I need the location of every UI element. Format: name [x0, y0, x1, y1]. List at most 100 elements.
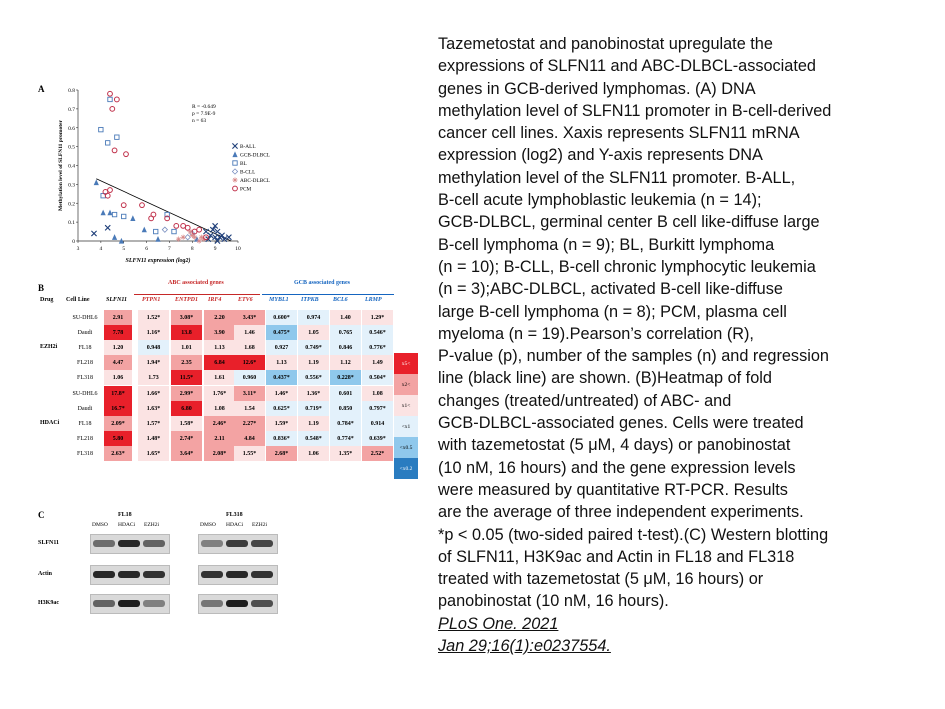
heatmap-cell: 0.504* [362, 370, 393, 385]
scatter-point [164, 211, 170, 218]
heatmap-cell: 2.63* [104, 446, 132, 461]
drug-label: EZH2i [40, 344, 58, 350]
heatmap-cell: 0.914 [362, 416, 393, 431]
heatmap-cell: 1.13 [266, 355, 297, 370]
scatter-point [148, 215, 155, 222]
legend-swatch: x2< [394, 374, 418, 395]
heatmap-cell: 0.927 [266, 340, 297, 355]
y-axis-label: Methylation level of SLFN11 promoter [58, 119, 64, 210]
figure-caption: Tazemetostat and panobinostat upregulate… [438, 33, 930, 657]
scatter-point [191, 234, 198, 240]
blot-label: SLFN11 [38, 540, 60, 546]
x-tick-label: 3 [77, 246, 80, 252]
blot-band [226, 540, 248, 547]
heatmap-cell: 1.16* [138, 325, 169, 340]
heatmap-cell: 0.960 [234, 370, 265, 385]
legend-label: B-CLL [240, 170, 255, 176]
heatmap-cell: 13.8 [171, 325, 202, 340]
scatter-point [111, 211, 118, 218]
heatmap-cell: 0.228* [330, 370, 361, 385]
figure-panels: A 3 4 5 6 7 8 9 10 0 0.1 0.2 0.3 0.4 0.5 0.6 0.7 0.8 SLFN… [0, 0, 430, 709]
caption-line: line (black line) are shown. (B)Heatmap … [438, 369, 772, 388]
heatmap-cell: 3.90 [204, 325, 235, 340]
heatmap-cell: 1.08 [362, 386, 393, 401]
caption-line: treated with tazemetostat (5 μM, 16 hour… [438, 570, 764, 589]
caption-line: B-cell acute lymphoblastic leukemia (n =… [438, 191, 762, 210]
heatmap-cell: 0.774* [330, 431, 361, 446]
blot-label: H3K9ac [38, 600, 59, 606]
western-blot: FL18 DMSO HDACi EZH2i FL318 DMSO HDACi EZH2i SLF… [38, 510, 278, 625]
legend-swatch: <x0.2 [394, 458, 418, 479]
x-tick-label: 9 [214, 246, 217, 252]
heatmap-cell: 3.64* [171, 446, 202, 461]
scatter-point [121, 213, 127, 220]
scatter-point [231, 168, 239, 175]
scatter-point [111, 234, 118, 240]
scatter-point [189, 232, 195, 238]
caption-line: P-value (p), number of the samples (n) a… [438, 347, 829, 366]
cell-line-header: FL18 [118, 512, 132, 518]
heatmap-cell: 1.76* [204, 386, 235, 401]
scatter-point [203, 234, 209, 241]
caption-line: expressions of SLFN11 and ABC-DLBCL-asso… [438, 57, 816, 76]
heatmap-cell: 1.13 [204, 340, 235, 355]
scatter-point [232, 177, 238, 183]
scatter-point [173, 223, 180, 229]
heatmap-cell: 1.57* [138, 416, 169, 431]
scatter-plot: 3 4 5 6 7 8 9 10 0 0.1 0.2 0.3 0.4 0.5 0.6 0.7 0.8 SLFN11… [58, 88, 270, 264]
panel-b-letter: B [38, 283, 45, 293]
scatter-point [180, 223, 187, 229]
heatmap-cell: 1.66* [138, 386, 169, 401]
heatmap-cell: 1.61 [204, 370, 235, 385]
scatter-point [232, 185, 238, 192]
caption-line: B-cell lymphoma (n = 9); BL, Burkitt lym… [438, 235, 775, 254]
blot-band [201, 571, 223, 578]
heatmap-cell: 0.475* [266, 325, 297, 340]
gene-header: ENTPD1 [175, 297, 198, 303]
scatter-point [203, 228, 209, 235]
scatter-point [104, 192, 111, 199]
caption-line: expression (log2) and Y-axis represents … [438, 146, 763, 165]
heatmap-cell: 0.765 [330, 325, 361, 340]
caption-line: with tazemetostat (5 μM, 4 days) or pano… [438, 436, 791, 455]
heatmap-cell: 1.54 [234, 401, 265, 416]
cell-line-label: Daudi [77, 329, 93, 336]
y-tick-label: 0.4 [68, 164, 75, 170]
blot-label: Actin [38, 571, 52, 577]
heatmap-cell: 2.11 [204, 431, 235, 446]
citation-link[interactable]: PLoS One. 2021 Jan 29;16(1):e0237554. [438, 615, 611, 655]
gene-header: MYBL1 [269, 297, 289, 303]
blot-band [93, 600, 115, 607]
heatmap-cell: 1.94* [138, 355, 169, 370]
scatter-point [118, 237, 125, 244]
heatmap-cell: 4.84 [234, 431, 265, 446]
heatmap-cell: 0.625* [266, 401, 297, 416]
blot-band [143, 571, 165, 578]
abc-header-line [134, 294, 260, 295]
legend-swatch: x1< [394, 395, 418, 416]
gene-header: LRMP [365, 297, 382, 303]
blot-band [226, 571, 248, 578]
heatmap-cell: 0.836* [266, 431, 297, 446]
y-tick-label: 0.3 [68, 182, 75, 188]
heatmap-cell: 0.601 [330, 386, 361, 401]
stat-label: R = -0.649 [192, 104, 216, 110]
cell-line-label: FL218 [76, 435, 93, 442]
caption-line: (n = 3);ABC-DLBCL, activated B-cell like… [438, 280, 783, 299]
scatter-point [107, 187, 113, 193]
scatter-point [141, 226, 147, 233]
scatter-point [232, 151, 238, 158]
heatmap-cell: 1.59* [266, 416, 297, 431]
gcb-genes-header: GCB associated genes [294, 280, 350, 286]
x-tick-label: 8 [191, 246, 194, 252]
scatter-point [212, 234, 219, 241]
lane-label: EZH2i [144, 522, 159, 528]
blot-band [93, 571, 115, 578]
scatter-point [113, 96, 120, 103]
heatmap-cell: 1.40 [330, 310, 361, 325]
heatmap-cell: 1.08 [204, 401, 235, 416]
heatmap-cell: 1.19 [298, 355, 329, 370]
caption-line: cancer cell lines. Xaxis represents SLFN… [438, 124, 800, 143]
x-tick-label: 6 [145, 246, 148, 252]
y-tick-label: 0.5 [68, 145, 75, 151]
